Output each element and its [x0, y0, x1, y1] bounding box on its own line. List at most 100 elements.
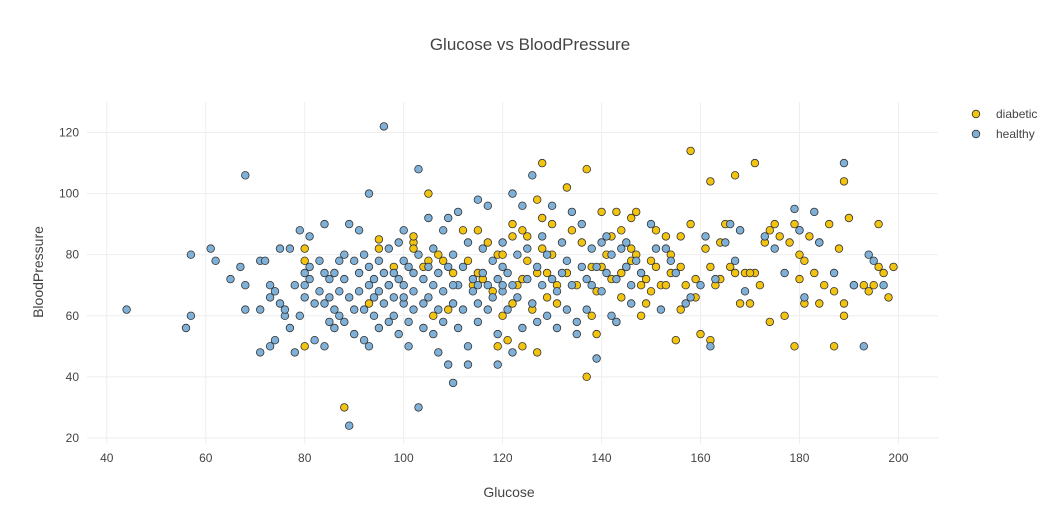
point-diabetic[interactable]: [730, 171, 740, 180]
point-healthy[interactable]: [434, 268, 443, 278]
point-healthy[interactable]: [448, 250, 458, 259]
point-diabetic[interactable]: [340, 403, 349, 412]
point-healthy[interactable]: [582, 274, 591, 284]
point-healthy[interactable]: [493, 360, 502, 369]
point-healthy[interactable]: [181, 323, 191, 333]
point-diabetic[interactable]: [473, 226, 483, 235]
point-healthy[interactable]: [636, 268, 646, 278]
point-healthy[interactable]: [310, 299, 319, 308]
point-healthy[interactable]: [508, 348, 517, 357]
point-diabetic[interactable]: [567, 226, 577, 235]
point-healthy[interactable]: [721, 238, 730, 247]
point-healthy[interactable]: [567, 281, 577, 290]
point-healthy[interactable]: [290, 281, 299, 290]
point-healthy[interactable]: [241, 281, 250, 290]
point-diabetic[interactable]: [730, 268, 740, 278]
point-healthy[interactable]: [394, 274, 403, 284]
point-healthy[interactable]: [483, 281, 492, 290]
point-healthy[interactable]: [607, 250, 616, 259]
point-healthy[interactable]: [711, 274, 720, 284]
point-diabetic[interactable]: [498, 311, 507, 320]
point-healthy[interactable]: [399, 281, 408, 290]
point-diabetic[interactable]: [745, 299, 755, 308]
point-diabetic[interactable]: [889, 262, 898, 272]
point-healthy[interactable]: [612, 274, 621, 284]
point-diabetic[interactable]: [815, 299, 824, 308]
point-healthy[interactable]: [394, 329, 403, 339]
point-healthy[interactable]: [607, 311, 616, 320]
point-healthy[interactable]: [305, 262, 314, 272]
point-diabetic[interactable]: [577, 238, 586, 247]
point-healthy[interactable]: [295, 311, 304, 320]
point-healthy[interactable]: [384, 317, 393, 327]
point-diabetic[interactable]: [582, 372, 591, 381]
point-diabetic[interactable]: [641, 274, 651, 284]
point-healthy[interactable]: [305, 274, 314, 284]
point-diabetic[interactable]: [805, 232, 814, 241]
point-healthy[interactable]: [622, 238, 631, 247]
point-healthy[interactable]: [622, 262, 631, 272]
point-diabetic[interactable]: [627, 244, 636, 253]
point-diabetic[interactable]: [424, 189, 433, 198]
point-healthy[interactable]: [300, 293, 309, 302]
point-healthy[interactable]: [409, 287, 418, 296]
point-diabetic[interactable]: [617, 226, 626, 235]
point-healthy[interactable]: [790, 204, 799, 214]
point-diabetic[interactable]: [765, 317, 774, 327]
point-diabetic[interactable]: [641, 299, 651, 308]
point-healthy[interactable]: [325, 293, 334, 302]
point-healthy[interactable]: [295, 226, 304, 235]
point-diabetic[interactable]: [829, 287, 839, 296]
point-diabetic[interactable]: [706, 177, 715, 186]
point-healthy[interactable]: [350, 305, 359, 314]
point-healthy[interactable]: [345, 219, 354, 229]
point-healthy[interactable]: [463, 342, 473, 351]
point-diabetic[interactable]: [562, 183, 572, 192]
point-healthy[interactable]: [879, 281, 888, 290]
point-healthy[interactable]: [567, 207, 577, 217]
point-healthy[interactable]: [597, 238, 606, 247]
point-diabetic[interactable]: [542, 268, 552, 278]
point-healthy[interactable]: [444, 360, 453, 369]
point-healthy[interactable]: [186, 311, 196, 320]
point-healthy[interactable]: [354, 287, 364, 296]
point-healthy[interactable]: [384, 244, 393, 253]
point-healthy[interactable]: [236, 262, 245, 272]
point-diabetic[interactable]: [518, 226, 527, 235]
point-healthy[interactable]: [359, 336, 369, 345]
point-healthy[interactable]: [661, 244, 671, 253]
point-diabetic[interactable]: [374, 244, 384, 253]
point-healthy[interactable]: [453, 323, 463, 333]
point-diabetic[interactable]: [364, 299, 374, 308]
point-healthy[interactable]: [186, 250, 196, 259]
point-healthy[interactable]: [434, 348, 443, 357]
point-diabetic[interactable]: [745, 268, 755, 278]
point-healthy[interactable]: [439, 287, 448, 296]
point-healthy[interactable]: [399, 293, 408, 302]
point-healthy[interactable]: [241, 305, 250, 314]
point-diabetic[interactable]: [686, 146, 695, 156]
point-diabetic[interactable]: [681, 281, 690, 290]
point-diabetic[interactable]: [755, 281, 765, 290]
point-healthy[interactable]: [587, 244, 596, 253]
point-diabetic[interactable]: [790, 219, 799, 229]
point-healthy[interactable]: [320, 268, 329, 278]
point-healthy[interactable]: [260, 256, 270, 265]
point-diabetic[interactable]: [676, 232, 685, 241]
point-healthy[interactable]: [473, 317, 483, 327]
point-healthy[interactable]: [864, 250, 873, 259]
point-healthy[interactable]: [473, 281, 483, 290]
point-diabetic[interactable]: [839, 299, 849, 308]
point-healthy[interactable]: [345, 421, 354, 430]
point-diabetic[interactable]: [785, 238, 794, 247]
point-healthy[interactable]: [528, 171, 537, 180]
point-healthy[interactable]: [458, 305, 468, 314]
point-diabetic[interactable]: [587, 311, 596, 320]
point-diabetic[interactable]: [859, 281, 868, 290]
point-healthy[interactable]: [320, 219, 329, 229]
point-diabetic[interactable]: [538, 244, 547, 253]
point-diabetic[interactable]: [597, 207, 606, 217]
point-diabetic[interactable]: [874, 262, 883, 272]
point-healthy[interactable]: [330, 323, 339, 333]
point-healthy[interactable]: [646, 219, 656, 229]
